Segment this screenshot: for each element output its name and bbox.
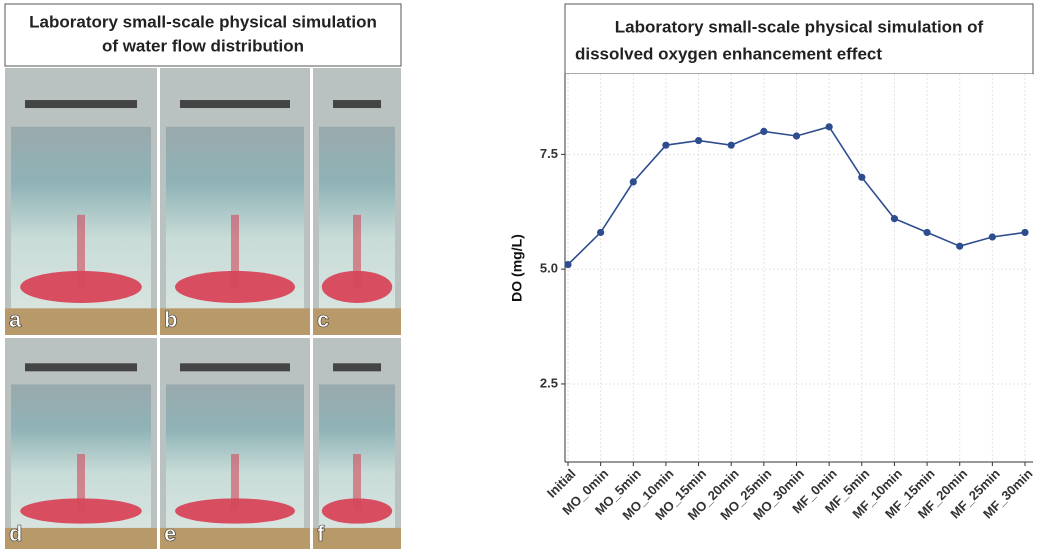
stirrer [333, 363, 381, 371]
photo-label: c [317, 307, 329, 332]
photo-label: a [9, 307, 22, 332]
wooden-base [313, 528, 401, 549]
chart-title-box [565, 4, 1033, 74]
chart-title: dissolved oxygen enhancement effect [575, 44, 882, 63]
data-point [695, 137, 702, 144]
chart-title: Laboratory small-scale physical simulati… [615, 17, 984, 36]
red-plume [231, 454, 239, 511]
wooden-base [5, 308, 157, 335]
stirrer [180, 100, 290, 108]
red-plume [77, 215, 85, 287]
red-plume [77, 454, 85, 511]
data-point [662, 142, 669, 149]
data-point [630, 178, 637, 185]
photo-label: d [9, 521, 22, 546]
photo-title: Laboratory small-scale physical simulati… [29, 12, 377, 31]
y-tick-label: 5.0 [540, 261, 558, 276]
y-tick-label: 7.5 [540, 146, 558, 161]
wooden-base [160, 308, 310, 335]
data-point [891, 215, 898, 222]
data-point [956, 243, 963, 250]
figure: Laboratory small-scale physical simulati… [0, 0, 1037, 549]
red-plume [353, 454, 361, 511]
stirrer [180, 363, 290, 371]
data-point [1021, 229, 1028, 236]
data-point [793, 132, 800, 139]
stirrer [333, 100, 381, 108]
data-point [989, 233, 996, 240]
data-point [760, 128, 767, 135]
photo-label: b [164, 307, 177, 332]
data-point [826, 123, 833, 130]
plot-area [565, 74, 1033, 462]
photo-label: f [317, 521, 325, 546]
wooden-base [160, 528, 310, 549]
red-plume [231, 215, 239, 287]
data-point [858, 174, 865, 181]
data-point [597, 229, 604, 236]
stirrer [25, 363, 137, 371]
photo-title: of water flow distribution [102, 36, 304, 55]
data-point [564, 261, 571, 268]
stirrer [25, 100, 137, 108]
photo-label: e [164, 521, 176, 546]
wooden-base [5, 528, 157, 549]
y-tick-label: 2.5 [540, 375, 558, 390]
data-point [923, 229, 930, 236]
y-axis-title: DO (mg/L) [509, 234, 525, 302]
data-point [728, 142, 735, 149]
red-plume [353, 215, 361, 287]
